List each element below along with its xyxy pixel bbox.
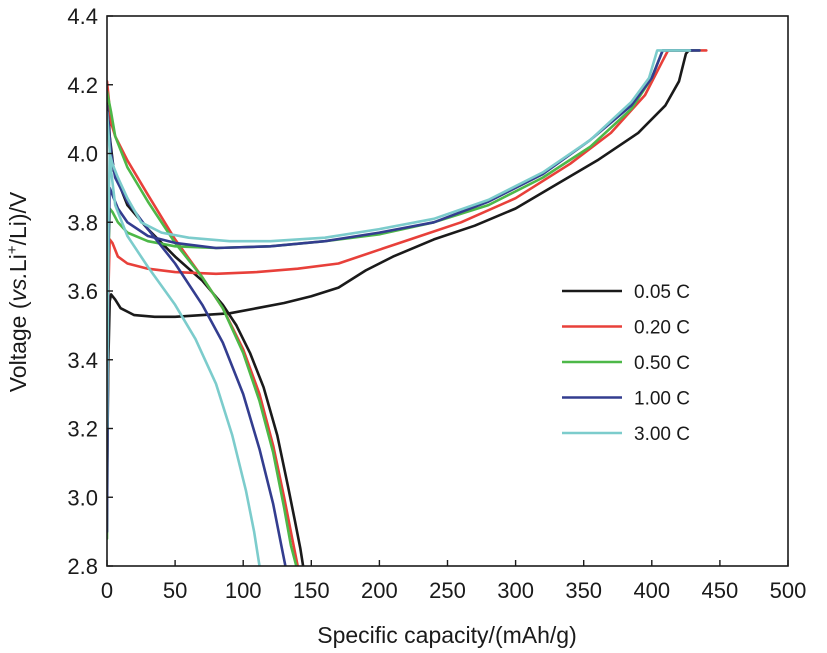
plot-area [107,16,788,566]
y-tick-label: 3.6 [67,279,98,304]
y-axis-title-italic: vs. [5,272,31,301]
x-axis-title: Specific capacity/(mAh/g) [317,622,576,648]
x-tick-label: 200 [361,578,398,603]
y-axis-title: Voltage (vs.Li+/Li)/V [4,191,31,392]
x-tick-label: 400 [633,578,670,603]
legend-label: 0.20 C [634,318,690,339]
x-axis-ticks: 0 50 100 150 200 250 300 350 400 450 500 [101,560,806,603]
charge-curve-0-05-c [107,49,694,482]
y-axis-title-mid: Li [5,254,31,272]
discharge-curve-1-00-c [107,104,287,566]
discharge-curve-3-00-c [107,111,261,566]
charge-curve-3-00-c [107,49,692,430]
series-layer [107,49,708,566]
legend-label: 0.05 C [634,282,690,303]
y-tick-label: 3.4 [67,348,98,373]
charge-curve-0-20-c [107,49,708,499]
y-tick-label: 4.0 [67,142,98,167]
x-tick-label: 50 [163,578,187,603]
y-axis-ticks: 2.8 3.0 3.2 3.4 3.6 3.8 4.0 4.2 4.4 [67,4,113,579]
x-tick-label: 450 [702,578,739,603]
discharge-curve-0-50-c [107,90,298,566]
y-tick-label: 2.8 [67,554,98,579]
y-tick-label: 3.2 [67,417,98,442]
y-tick-label: 3.0 [67,485,98,510]
x-tick-label: 350 [565,578,602,603]
x-tick-label: 500 [770,578,807,603]
x-tick-label: 300 [497,578,534,603]
y-tick-label: 4.4 [67,4,98,29]
x-tick-label: 250 [429,578,466,603]
legend: 0.05 C 0.20 C 0.50 C 1.00 C 3.00 C [562,282,690,445]
x-tick-label: 0 [101,578,113,603]
y-tick-label: 3.8 [67,210,98,235]
legend-label: 3.00 C [634,424,690,445]
y-axis-title-sup: + [4,245,21,254]
x-tick-label: 100 [225,578,262,603]
y-axis-title-prefix: Voltage ( [5,301,31,392]
legend-label: 0.50 C [634,353,690,374]
y-tick-label: 4.2 [67,73,98,98]
y-axis-title-suffix: /Li)/V [5,191,31,245]
x-tick-label: 150 [293,578,330,603]
legend-label: 1.00 C [634,389,690,410]
